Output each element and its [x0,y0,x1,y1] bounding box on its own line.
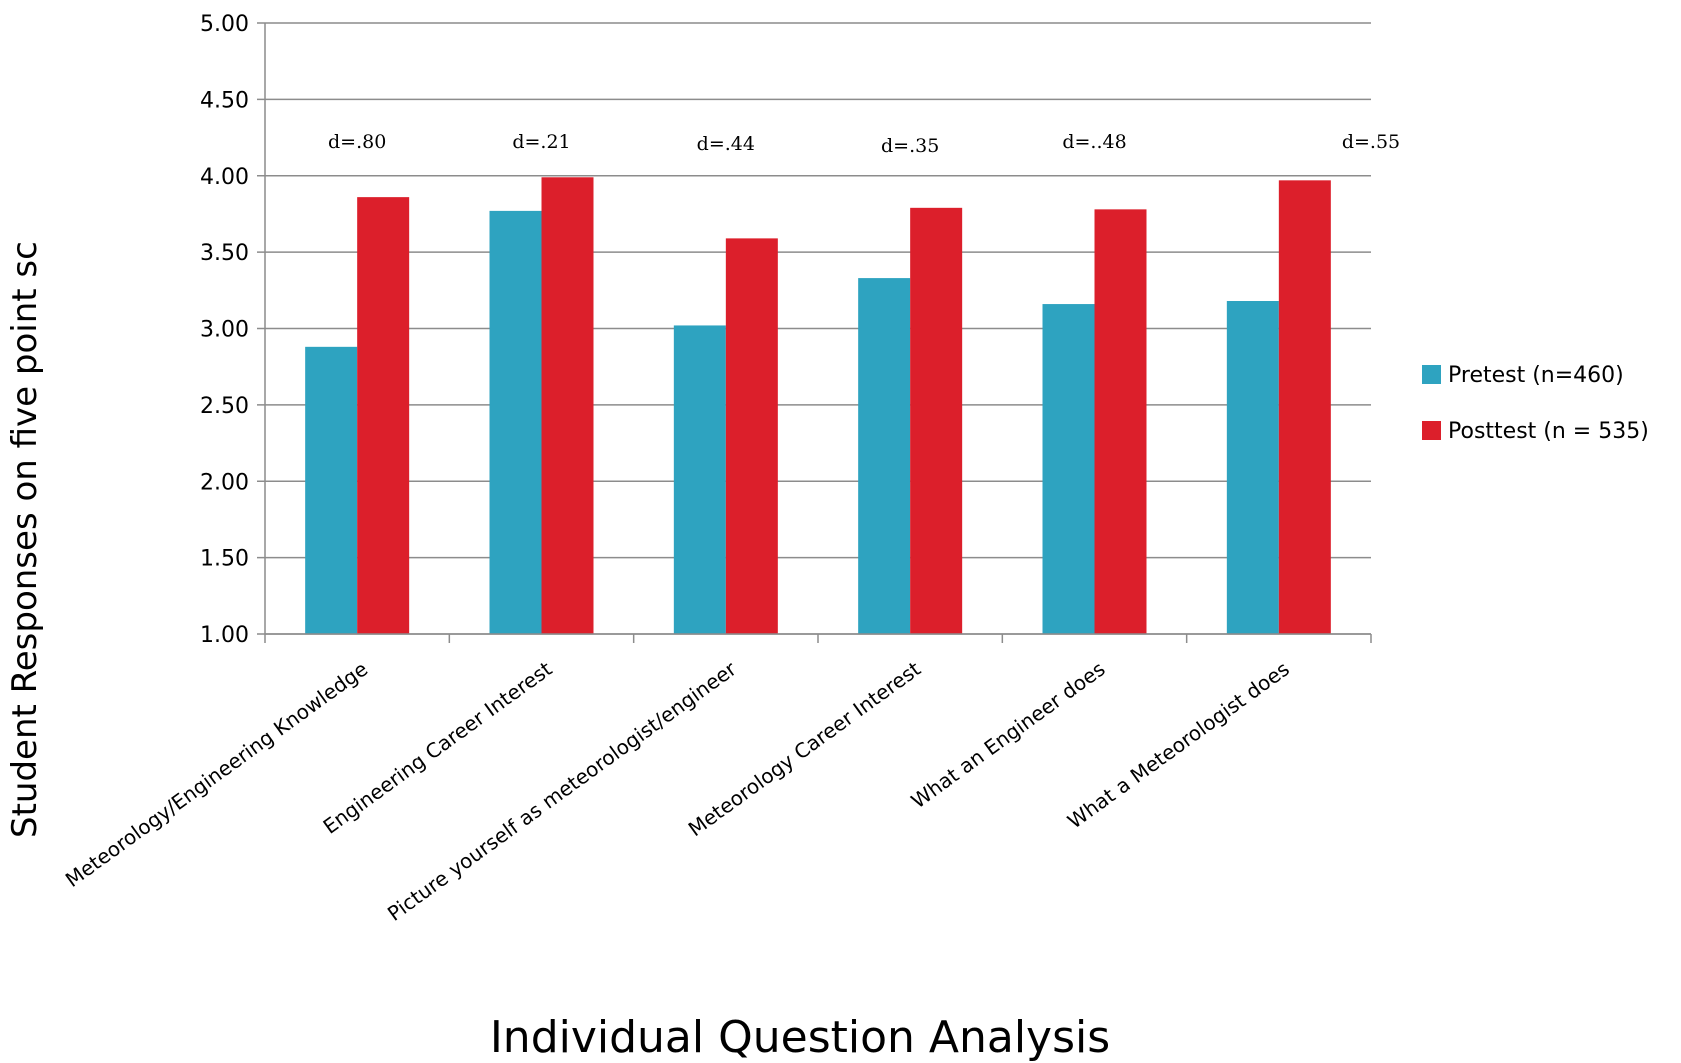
posttest-bar [541,177,594,634]
effect-size-labels: d=.80 d=.21 d=.44 d=.35 d=..48 d=.55 [328,131,1400,157]
posttest-bar [1278,180,1331,634]
effect-size-label: d=.80 [328,131,386,153]
y-axis-label: Student Responses on five point sc [5,241,45,838]
y-tick-label: 4.50 [200,88,249,113]
pretest-bar [858,278,911,634]
y-tick-label: 1.50 [200,547,249,572]
posttest-bar [1094,209,1147,635]
posttest-bar [357,197,410,634]
y-tick-label: 2.00 [200,470,249,495]
effect-size-label: d=.35 [881,135,939,157]
y-tick-label: 2.50 [200,394,249,419]
y-tick-label: 1.00 [200,623,249,648]
x-tick-label: What an Engineer does [907,657,1110,814]
legend-swatch-pretest [1422,365,1441,384]
y-tick-label: 5.00 [200,12,249,37]
legend-label-pretest: Pretest (n=460) [1448,363,1624,388]
pretest-bar [305,346,358,634]
effect-size-label: d=.21 [512,131,570,153]
pretest-bar [1042,304,1095,634]
x-tick-label: Picture yourself as meteorologist/engine… [383,656,741,926]
y-tick-label: 4.00 [200,165,249,190]
y-tick-label: 3.50 [200,241,249,266]
gridlines [257,22,1371,635]
legend: Pretest (n=460) Posttest (n = 535) [1422,363,1649,444]
y-tick-labels: 1.00 1.50 2.00 2.50 3.00 3.50 4.00 4.50 5.00 [200,12,249,648]
legend-swatch-posttest [1422,421,1441,440]
x-axis-label: Individual Question Analysis [490,1012,1110,1063]
pretest-bar [489,210,542,634]
y-tick-label: 3.00 [200,318,249,343]
pretest-bar [673,325,726,634]
effect-size-label: d=..48 [1062,131,1126,153]
legend-label-posttest: Posttest (n = 535) [1448,419,1649,444]
posttest-bar [725,238,778,634]
x-tick-labels: Meteorology/Engineering KnowledgeEnginee… [61,656,1294,926]
bars [305,177,1331,635]
effect-size-label: d=.55 [1342,131,1400,153]
pretest-bar [1226,301,1279,634]
effect-size-label: d=.44 [697,133,755,155]
axes [264,23,1372,643]
x-tick-label: Meteorology/Engineering Knowledge [61,657,372,892]
posttest-bar [910,207,963,634]
